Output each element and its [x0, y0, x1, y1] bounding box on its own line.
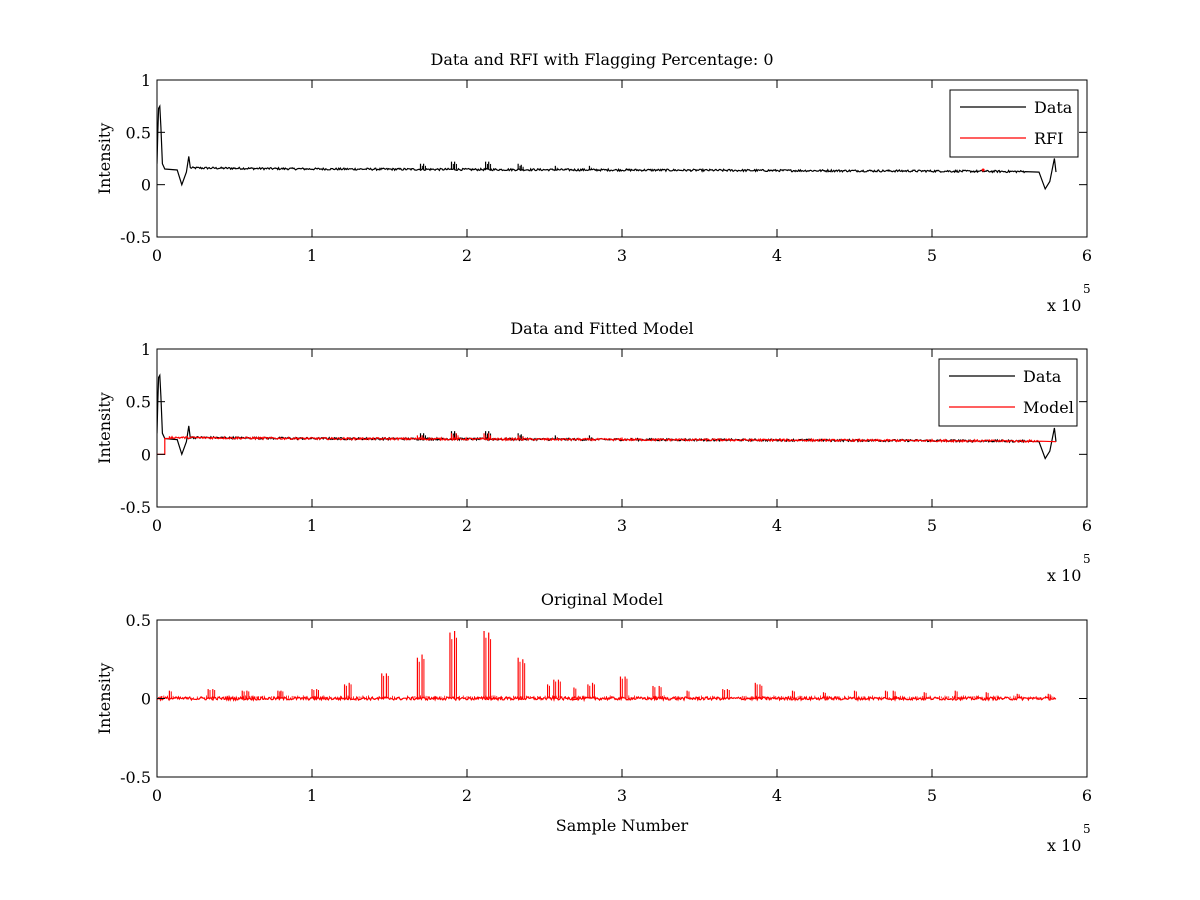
y-tick-label: 0.5: [126, 393, 151, 412]
x-tick-label: 3: [617, 246, 627, 265]
y-axis: -0.5 0 0.5: [120, 611, 1087, 787]
x-tick-label: 5: [927, 246, 937, 265]
x-tick-label: 1: [307, 246, 317, 265]
x-multiplier-exp: 5: [1083, 822, 1091, 836]
x-tick-label: 3: [617, 786, 627, 805]
x-multiplier-base: x 10: [1047, 296, 1081, 315]
x-multiplier-base: x 10: [1047, 836, 1081, 855]
plot-area: [156, 79, 1088, 238]
x-axis-label: Sample Number: [556, 816, 689, 835]
y-tick-label: 0: [141, 690, 151, 709]
x-axis: 0 1 2 3 4 5 6: [152, 80, 1092, 265]
series-line-model: [157, 435, 1057, 455]
x-tick-label: 2: [462, 516, 472, 535]
y-tick-label: 0.5: [126, 123, 151, 142]
x-tick-label: 0: [152, 246, 162, 265]
y-axis-label: Intensity: [95, 392, 114, 464]
x-tick-label: 3: [617, 516, 627, 535]
x-tick-label: 0: [152, 786, 162, 805]
rfi-point: [981, 168, 985, 172]
x-tick-label: 4: [772, 516, 782, 535]
x-tick-label: 2: [462, 246, 472, 265]
legend-entry: RFI: [1034, 129, 1063, 148]
x-axis: 0 1 2 3 4 5 6: [152, 620, 1092, 805]
legend-entry: Data: [1034, 98, 1073, 117]
y-tick-label: -0.5: [120, 498, 151, 517]
legend: Data RFI: [949, 89, 1079, 158]
x-tick-label: 4: [772, 246, 782, 265]
chart-title: Data and Fitted Model: [510, 319, 693, 338]
x-tick-label: 0: [152, 516, 162, 535]
y-tick-label: 0: [141, 445, 151, 464]
y-tick-label: -0.5: [120, 768, 151, 787]
data-layer: [157, 373, 1057, 460]
y-tick-label: 0: [141, 176, 151, 195]
legend: Data Model: [938, 358, 1078, 427]
y-axis-label: Intensity: [95, 663, 114, 735]
x-multiplier-exp: 5: [1083, 282, 1091, 296]
x-multiplier-base: x 10: [1047, 566, 1081, 585]
chart-title: Data and RFI with Flagging Percentage: 0: [430, 50, 773, 69]
y-tick-label: 0.5: [126, 611, 151, 630]
y-tick-label: -0.5: [120, 228, 151, 247]
x-tick-label: 1: [307, 516, 317, 535]
data-layer: [157, 104, 1057, 191]
x-tick-label: 6: [1082, 246, 1092, 265]
x-axis: 0 1 2 3 4 5 6: [152, 349, 1092, 535]
legend-entry: Model: [1023, 398, 1074, 417]
y-axis: -0.5 0 0.5 1: [120, 340, 1087, 517]
y-tick-label: 1: [141, 71, 151, 90]
x-multiplier-exp: 5: [1083, 552, 1091, 566]
x-tick-label: 6: [1082, 516, 1092, 535]
data-layer: [157, 630, 1057, 703]
x-tick-label: 5: [927, 786, 937, 805]
x-tick-label: 1: [307, 786, 317, 805]
y-axis-label: Intensity: [95, 123, 114, 195]
y-axis: -0.5 0 0.5 1: [120, 71, 1087, 247]
series-line-data: [157, 104, 1057, 191]
plot-area: [156, 348, 1088, 508]
x-tick-label: 6: [1082, 786, 1092, 805]
x-tick-label: 2: [462, 786, 472, 805]
y-tick-label: 1: [141, 340, 151, 359]
x-tick-label: 5: [927, 516, 937, 535]
chart-title: Original Model: [541, 590, 663, 609]
x-tick-label: 4: [772, 786, 782, 805]
legend-entry: Data: [1023, 367, 1062, 386]
